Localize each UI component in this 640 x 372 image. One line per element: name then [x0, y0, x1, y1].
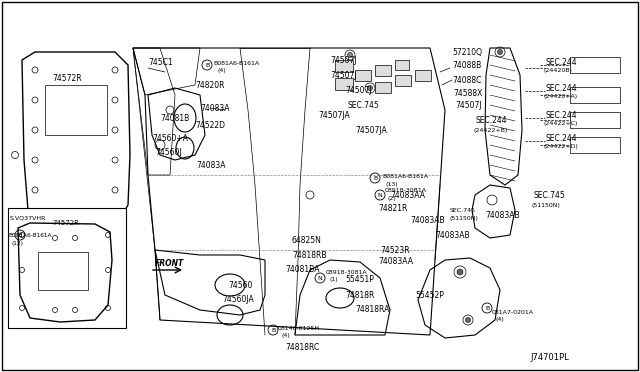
Text: SEC.745: SEC.745 [533, 190, 564, 199]
Text: J74701PL: J74701PL [530, 353, 569, 362]
Text: 08918-30B1A: 08918-30B1A [385, 187, 427, 192]
Text: B: B [485, 305, 489, 311]
Text: 74523R: 74523R [380, 246, 410, 254]
Text: 08918-3081A: 08918-3081A [326, 269, 367, 275]
Text: B: B [271, 327, 275, 333]
Polygon shape [22, 52, 130, 225]
Text: S.VQ37VHR: S.VQ37VHR [10, 215, 46, 220]
Text: 74507JA: 74507JA [318, 110, 349, 119]
Text: N: N [378, 192, 382, 198]
Text: B081A6-B161A: B081A6-B161A [213, 61, 259, 65]
Text: (24420+A): (24420+A) [543, 93, 577, 99]
Circle shape [457, 269, 463, 275]
Text: 74522D: 74522D [195, 121, 225, 129]
Bar [415, 70, 431, 81]
Circle shape [497, 49, 502, 55]
Text: (13): (13) [385, 182, 397, 186]
Text: 74560JA: 74560JA [222, 295, 253, 305]
Text: 74821R: 74821R [378, 203, 408, 212]
Text: 74507J: 74507J [330, 55, 356, 64]
Text: (4): (4) [496, 317, 505, 323]
Text: (4): (4) [218, 67, 227, 73]
Text: 74081BA: 74081BA [285, 266, 319, 275]
Text: 74818RB: 74818RB [292, 250, 326, 260]
Text: 74083A: 74083A [196, 160, 225, 170]
Bar [570, 87, 620, 103]
Text: 74088C: 74088C [452, 76, 481, 84]
Bar [395, 60, 409, 70]
Text: 74560+A: 74560+A [152, 134, 188, 142]
Text: 74507JA: 74507JA [355, 125, 387, 135]
Bar [375, 65, 391, 76]
Bar [38, 252, 88, 290]
Text: 55451P: 55451P [345, 276, 374, 285]
Text: (4): (4) [282, 334, 291, 339]
Bar [570, 57, 620, 73]
Text: SEC.244: SEC.244 [545, 134, 577, 142]
Text: SEC.745: SEC.745 [450, 208, 476, 212]
Bar [375, 82, 391, 93]
Text: 745C1: 745C1 [148, 58, 173, 67]
Bar [335, 78, 353, 90]
Text: (24420B): (24420B) [543, 67, 572, 73]
Bar [335, 60, 353, 72]
Text: FRONT: FRONT [155, 259, 184, 268]
Bar [395, 75, 411, 86]
Text: 74083A: 74083A [200, 103, 230, 112]
Text: 74818R: 74818R [345, 291, 374, 299]
Bar [355, 70, 371, 81]
Text: 74820R: 74820R [195, 80, 225, 90]
Circle shape [348, 52, 353, 58]
Bar [45, 85, 107, 135]
Text: 64825N: 64825N [292, 235, 322, 244]
Text: SEC.244: SEC.244 [476, 115, 508, 125]
Text: B081A6-B161A: B081A6-B161A [8, 232, 51, 237]
Text: SEC.244: SEC.244 [545, 110, 577, 119]
Text: SEC.745: SEC.745 [348, 100, 380, 109]
Text: 74083AA: 74083AA [378, 257, 413, 266]
Bar [8, 208, 126, 328]
Text: 74560: 74560 [228, 280, 252, 289]
Text: B081A6-B161A: B081A6-B161A [382, 173, 428, 179]
Text: 74083AB: 74083AB [410, 215, 445, 224]
Text: 74083AA: 74083AA [390, 190, 425, 199]
Text: (13): (13) [12, 241, 24, 246]
Text: B: B [205, 62, 209, 67]
Text: 57210Q: 57210Q [452, 48, 482, 57]
Text: 74572R: 74572R [52, 74, 82, 83]
Text: (24422+B): (24422+B) [474, 128, 508, 132]
Circle shape [367, 86, 372, 90]
Bar [570, 112, 620, 128]
Text: 74588X: 74588X [453, 89, 483, 97]
Text: 74081B: 74081B [160, 113, 189, 122]
Text: 74507J: 74507J [330, 71, 356, 80]
Text: (24422+C): (24422+C) [543, 121, 577, 125]
Text: 74560J: 74560J [155, 148, 182, 157]
Circle shape [465, 317, 470, 323]
Text: N: N [317, 276, 323, 280]
Text: SEC.244: SEC.244 [545, 58, 577, 67]
Text: (2): (2) [388, 196, 397, 201]
Text: 74507J: 74507J [455, 100, 482, 109]
Text: 74088B: 74088B [452, 61, 481, 70]
Text: 08146-6125H: 08146-6125H [278, 326, 320, 330]
Text: 55452P: 55452P [415, 291, 444, 299]
Text: 74818RC: 74818RC [285, 343, 319, 353]
Text: 74818RA: 74818RA [355, 305, 389, 314]
Text: B: B [18, 232, 22, 237]
Text: (51150N): (51150N) [450, 215, 479, 221]
Text: 74572R: 74572R [52, 220, 79, 226]
Text: 74083AB: 74083AB [485, 211, 520, 219]
Text: (51150N): (51150N) [531, 202, 560, 208]
Text: SEC.244: SEC.244 [545, 83, 577, 93]
Text: 74507J: 74507J [345, 86, 372, 94]
Text: (24422+D): (24422+D) [543, 144, 578, 148]
Bar [570, 137, 620, 153]
Text: (1): (1) [330, 278, 339, 282]
Text: 081A7-0201A: 081A7-0201A [492, 310, 534, 314]
Text: B: B [373, 176, 377, 180]
Text: 74083AB: 74083AB [435, 231, 470, 240]
